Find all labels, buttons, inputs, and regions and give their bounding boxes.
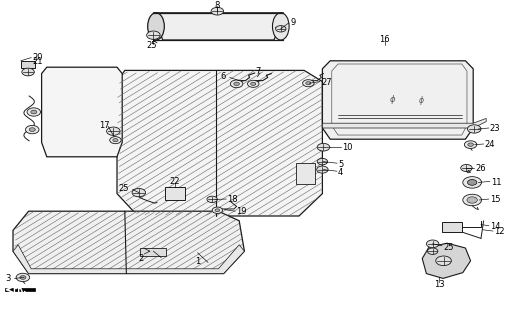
Circle shape <box>211 7 224 15</box>
Text: 4: 4 <box>338 168 343 177</box>
Text: 26: 26 <box>475 164 486 173</box>
Circle shape <box>147 31 160 39</box>
Text: 5: 5 <box>338 160 343 169</box>
Text: 9: 9 <box>290 18 295 27</box>
Text: 25: 25 <box>443 243 453 252</box>
Polygon shape <box>42 67 122 157</box>
Circle shape <box>230 80 243 88</box>
Polygon shape <box>21 61 35 68</box>
Text: 13: 13 <box>434 280 445 289</box>
Circle shape <box>426 240 439 248</box>
Text: FR.: FR. <box>12 285 27 294</box>
Circle shape <box>461 164 472 172</box>
Circle shape <box>463 194 482 206</box>
Circle shape <box>464 141 477 148</box>
Text: 10: 10 <box>342 143 353 152</box>
Circle shape <box>20 276 26 279</box>
Text: 1: 1 <box>195 257 200 266</box>
Circle shape <box>306 82 311 85</box>
Circle shape <box>468 143 473 146</box>
Circle shape <box>31 110 37 114</box>
Ellipse shape <box>148 13 164 40</box>
Text: 11: 11 <box>491 178 501 187</box>
Polygon shape <box>422 243 471 278</box>
Circle shape <box>27 108 41 116</box>
Text: 14: 14 <box>490 222 500 231</box>
Circle shape <box>29 128 35 132</box>
Polygon shape <box>153 13 283 40</box>
Circle shape <box>317 158 328 165</box>
Text: $\phi$: $\phi$ <box>418 94 425 107</box>
Circle shape <box>276 26 286 32</box>
Circle shape <box>467 197 477 203</box>
Polygon shape <box>442 222 462 232</box>
Polygon shape <box>13 211 244 274</box>
Text: 21: 21 <box>32 57 43 66</box>
Circle shape <box>317 166 328 173</box>
Circle shape <box>107 127 120 135</box>
Polygon shape <box>332 64 467 135</box>
Polygon shape <box>322 61 473 139</box>
Circle shape <box>467 180 477 185</box>
Text: 7: 7 <box>256 67 261 76</box>
Text: 12: 12 <box>494 228 504 236</box>
Circle shape <box>110 137 121 144</box>
Circle shape <box>212 207 223 213</box>
Text: 18: 18 <box>227 195 237 204</box>
Text: 25: 25 <box>119 184 129 193</box>
Polygon shape <box>322 118 486 128</box>
Circle shape <box>215 209 219 212</box>
Text: 17: 17 <box>99 121 109 130</box>
Polygon shape <box>13 245 244 274</box>
Polygon shape <box>117 70 322 216</box>
Text: 19: 19 <box>236 207 246 216</box>
Circle shape <box>303 80 314 87</box>
Text: 6: 6 <box>221 72 226 81</box>
Circle shape <box>207 196 217 203</box>
Text: 20: 20 <box>32 53 43 62</box>
Circle shape <box>234 82 239 85</box>
Polygon shape <box>165 187 185 200</box>
Ellipse shape <box>272 13 289 40</box>
Text: 8: 8 <box>215 1 220 10</box>
Text: 24: 24 <box>485 140 495 149</box>
Circle shape <box>25 125 39 134</box>
Text: 23: 23 <box>490 124 500 133</box>
Polygon shape <box>140 248 166 256</box>
Text: 16: 16 <box>380 35 390 44</box>
Text: 15: 15 <box>490 196 500 204</box>
Circle shape <box>317 143 330 151</box>
Polygon shape <box>5 288 35 291</box>
Text: 3: 3 <box>5 274 10 283</box>
Circle shape <box>251 82 256 85</box>
Circle shape <box>467 125 481 133</box>
Text: 27: 27 <box>321 78 332 87</box>
Circle shape <box>468 197 476 203</box>
Circle shape <box>132 188 146 197</box>
Circle shape <box>468 180 476 185</box>
Circle shape <box>22 68 34 76</box>
Polygon shape <box>296 163 315 184</box>
Circle shape <box>113 139 118 142</box>
Text: 25: 25 <box>147 41 157 50</box>
Text: $\phi$: $\phi$ <box>389 93 396 106</box>
Text: 2: 2 <box>139 254 144 263</box>
Circle shape <box>16 273 30 282</box>
Circle shape <box>248 80 259 87</box>
Circle shape <box>436 256 451 266</box>
Circle shape <box>427 248 438 254</box>
Text: 22: 22 <box>170 177 180 186</box>
Circle shape <box>463 177 482 188</box>
